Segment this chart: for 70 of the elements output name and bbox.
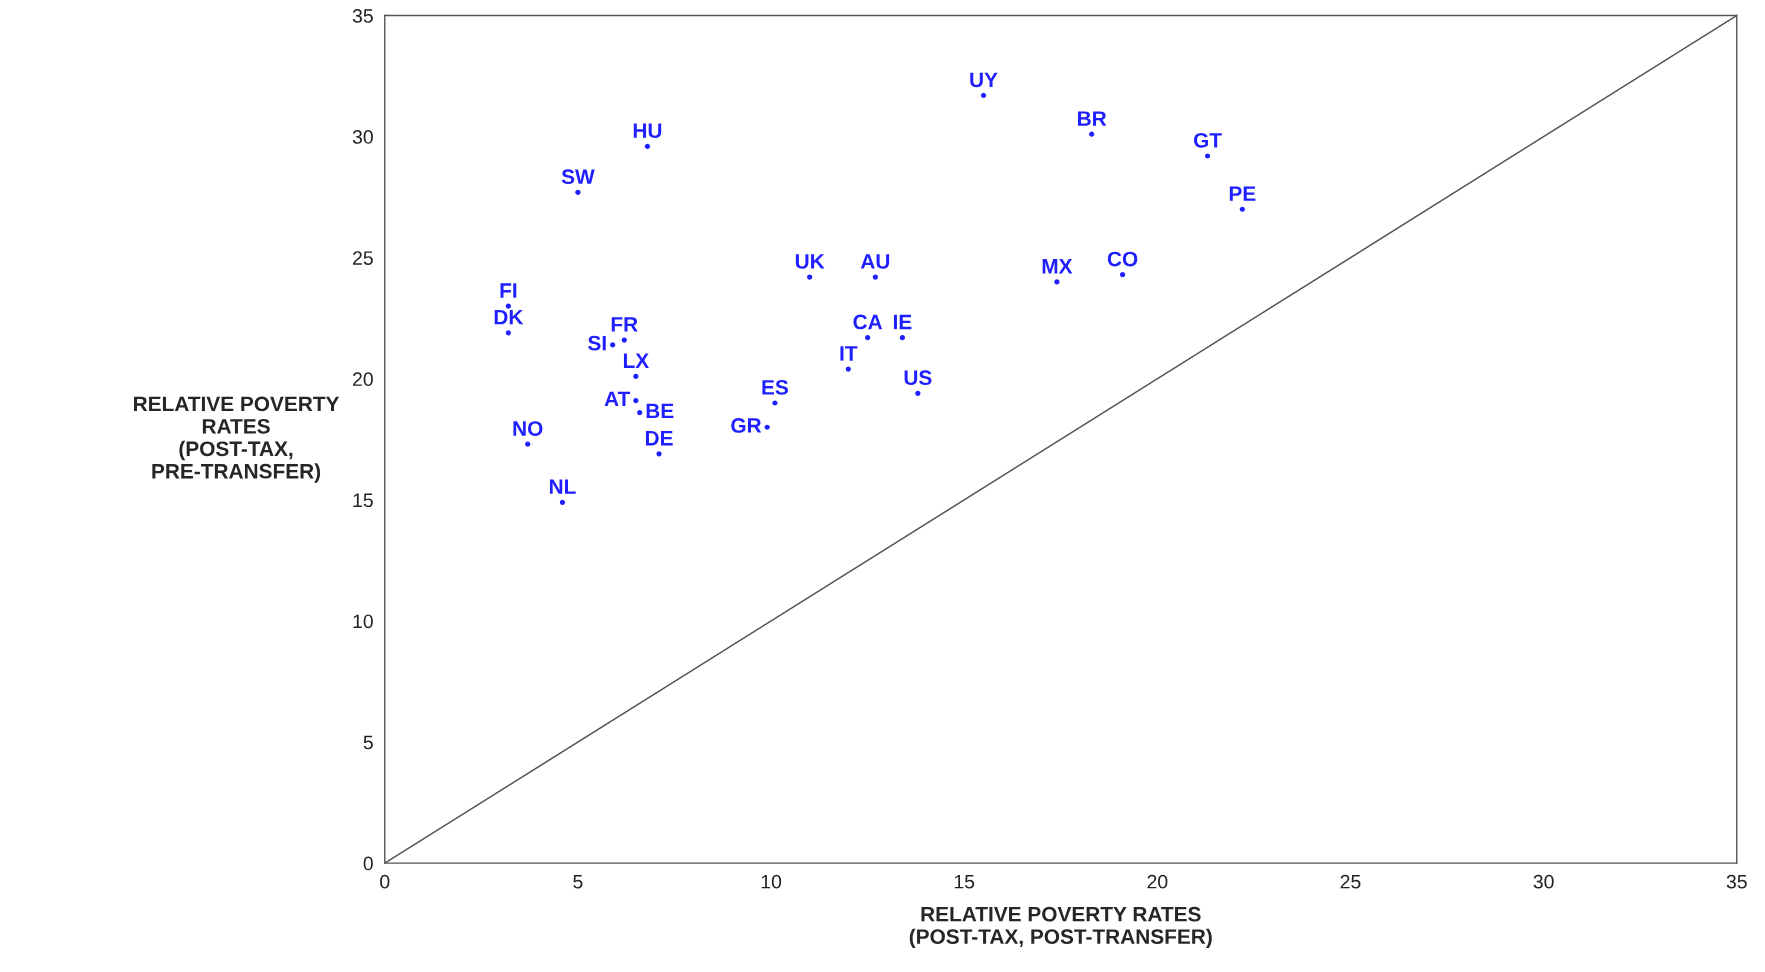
point [1119, 272, 1126, 278]
y-tick-label: 5 [363, 735, 373, 750]
series-label: CA [853, 314, 883, 330]
series-label: DK [494, 309, 524, 325]
series-label: BE [646, 403, 674, 419]
series-label: SW [561, 169, 595, 185]
point [505, 330, 511, 336]
point [1239, 206, 1245, 212]
series-label: GT [1193, 132, 1222, 148]
series-label: CO [1107, 251, 1138, 267]
series-label: UK [795, 254, 825, 269]
x-tick-label: 10 [761, 874, 782, 889]
point [980, 92, 987, 99]
series-label: GR [731, 418, 762, 433]
point [610, 342, 616, 348]
x-tick-label: 0 [380, 874, 390, 889]
series-label: NO [513, 421, 543, 436]
series-label: UY [970, 72, 998, 88]
y-tick-label: 0 [363, 856, 373, 871]
point [899, 335, 905, 341]
series-label: FR [611, 317, 638, 332]
y-tick-label: 30 [352, 130, 373, 144]
y-tick-label: 25 [353, 251, 373, 265]
point [1054, 279, 1060, 285]
point [772, 400, 778, 406]
x-tick-label: 25 [1340, 874, 1361, 889]
x-tick-label: 15 [954, 874, 975, 889]
series-label: LX [623, 353, 649, 368]
series-label: DE [645, 431, 673, 446]
point [915, 390, 921, 396]
point [1089, 131, 1095, 137]
point [644, 143, 651, 149]
series-label: SI [588, 335, 606, 351]
series-label: NL [549, 479, 576, 494]
x-tick-label: 20 [1147, 874, 1168, 889]
x-tick-label: 30 [1533, 874, 1554, 889]
point [559, 499, 566, 505]
series-label: AT [604, 391, 631, 406]
series-label: HU [633, 123, 662, 139]
point [505, 303, 511, 309]
point [633, 398, 639, 404]
series-label: IT [840, 346, 858, 361]
series-label: FI [500, 283, 517, 298]
point [872, 274, 878, 280]
point [525, 441, 531, 447]
y-tick-label: 15 [353, 493, 373, 508]
y-tick-label: 35 [352, 9, 373, 23]
point [1204, 153, 1211, 159]
y-tick-label: 10 [353, 614, 373, 629]
series-label: BR [1078, 111, 1107, 126]
point [637, 410, 643, 416]
point [656, 451, 662, 457]
series-label: AU [860, 254, 890, 269]
series-label: IE [893, 314, 912, 330]
series-label: PE [1229, 186, 1256, 201]
series-label: ES [762, 379, 788, 395]
x-tick-label: 5 [573, 874, 583, 889]
point [575, 189, 581, 195]
point [807, 274, 813, 280]
x-tick-label: 35 [1726, 874, 1747, 889]
point [865, 335, 871, 341]
series-label: MX [1042, 259, 1073, 274]
series-label: US [904, 370, 932, 386]
point [633, 373, 639, 379]
point [621, 337, 627, 343]
point [764, 424, 770, 430]
y-axis-title: RELATIVE POVERTY RATES (POST-TAX, PRE-TRANSFER) [134, 396, 340, 483]
x-axis-title: RELATIVE POVERTY RATES (POST-TAX, POST-TRANSFER) [909, 906, 1212, 949]
point [845, 366, 851, 372]
y-tick-label: 20 [353, 372, 373, 387]
